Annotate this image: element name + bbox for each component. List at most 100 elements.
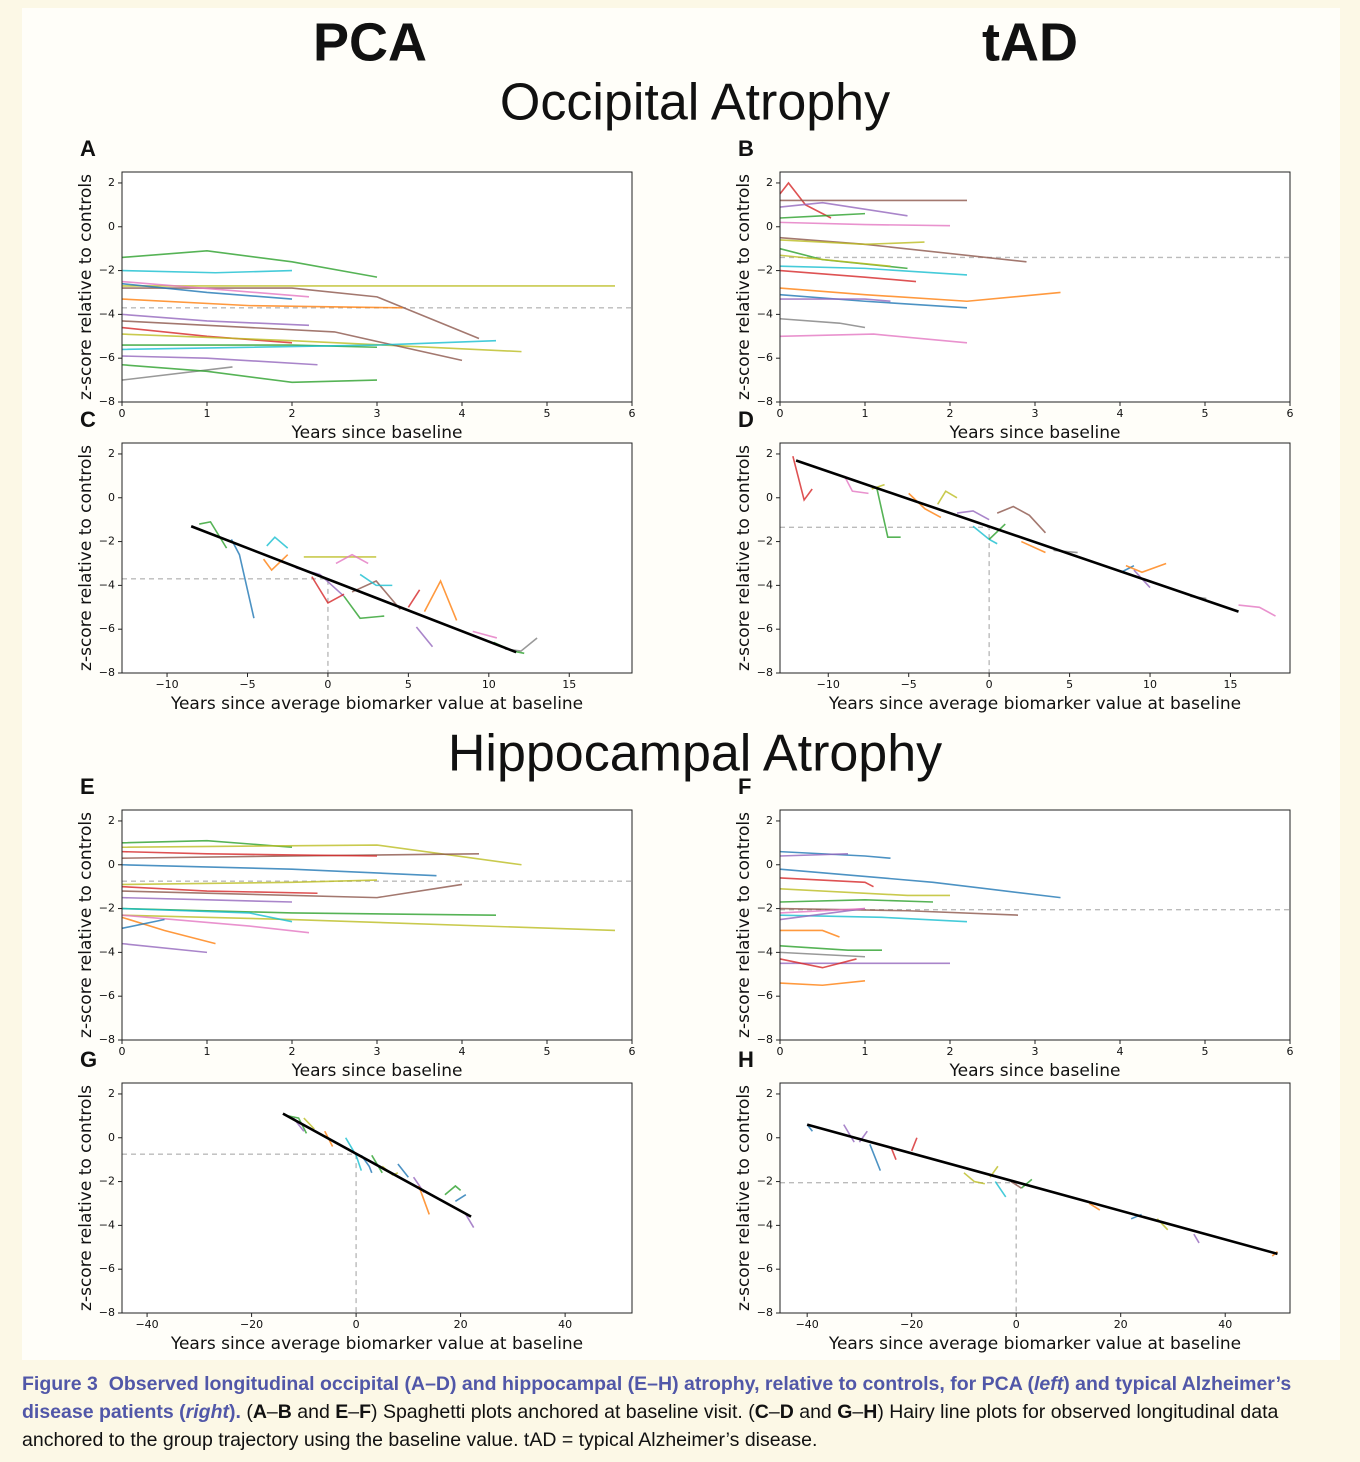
series-line [1088,1202,1101,1211]
x-tick-label: 5 [1202,407,1209,420]
series-line [779,850,891,859]
y-tick-label: −8 [757,1306,773,1319]
series-line [344,1137,363,1171]
series-line [779,945,882,951]
x-tick-label: 6 [1287,407,1294,420]
y-tick-label: −4 [99,1218,115,1231]
x-axis-label: Years since average biomarker value at b… [170,694,583,714]
y-tick-label: −6 [757,622,773,635]
text: H [863,1401,878,1423]
x-tick-label: −20 [240,1318,263,1331]
plot-frame [779,1082,1291,1314]
x-tick-label: −20 [900,1318,923,1331]
y-axis-label: z-score relative to controls [734,174,754,400]
y-tick-label: −6 [99,989,115,1002]
series-line [397,1163,409,1178]
x-axis-label: Years since baseline [948,1061,1120,1081]
x-tick-label: 20 [454,1318,468,1331]
x-tick-label: 5 [1202,1045,1209,1058]
y-tick-label: 2 [766,447,773,460]
y-tick-label: 2 [108,176,115,189]
series-line [121,914,310,934]
series-line [121,839,293,849]
series-line [1020,540,1046,554]
y-tick-label: 2 [108,1087,115,1100]
panel-label: F [738,774,751,799]
series-line [936,490,958,505]
y-tick-label: −8 [757,666,773,679]
y-tick-label: −2 [757,535,773,548]
y-tick-label: 0 [766,1131,773,1144]
text: – [768,1401,780,1423]
x-tick-label: 10 [1143,678,1157,691]
x-tick-label: 3 [374,1045,381,1058]
series-line [779,181,832,219]
x-tick-label: 4 [459,407,466,420]
panel-label: B [738,136,754,161]
series-line [121,879,378,886]
x-axis-label: Years since baseline [948,423,1120,443]
x-tick-label: 10 [482,678,496,691]
series-line [121,907,293,923]
y-tick-label: −4 [99,945,115,958]
x-tick-label: 40 [558,1318,572,1331]
text: right [185,1401,229,1423]
x-tick-label: 2 [947,407,954,420]
series-line [121,250,378,278]
x-tick-label: 5 [1066,678,1073,691]
text: – [852,1401,864,1423]
x-tick-label: 6 [629,1045,636,1058]
series-line [121,363,378,384]
series-line [972,525,998,545]
y-tick-label: 2 [766,176,773,189]
x-tick-label: 0 [986,678,993,691]
y-tick-label: −2 [757,264,773,277]
x-tick-label: −10 [155,678,178,691]
y-tick-label: −4 [99,578,115,591]
text: Observed longitudinal occipital (A–D) an… [108,1373,1034,1395]
section-title: Hippocampal Atrophy [448,725,942,783]
panel-label: C [80,407,96,432]
series-line [779,269,917,283]
y-tick-label: −8 [99,395,115,408]
plot-frame [779,809,1291,1041]
x-tick-label: 2 [289,407,296,420]
x-tick-label: 0 [119,1045,126,1058]
plot-area [122,443,632,673]
plot-frame [779,171,1291,403]
series-line [1238,604,1276,617]
trend-line [806,1123,1278,1256]
series-line [199,520,228,549]
series-line [780,298,891,303]
x-tick-label: 0 [324,678,331,691]
y-tick-label: 2 [766,814,773,827]
x-tick-label: 1 [204,1045,211,1058]
text: and [291,1401,336,1423]
plot-area [122,810,632,1040]
series-line [779,877,874,888]
y-tick-label: 0 [108,1131,115,1144]
y-tick-label: −8 [99,1033,115,1046]
series-line [415,626,434,648]
x-tick-label: 0 [119,407,126,420]
y-tick-label: −6 [757,351,773,364]
series-line [303,1117,315,1130]
y-axis-label: z-score relative to controls [734,445,754,671]
y-tick-label: 0 [766,491,773,504]
series-line [121,269,293,274]
series-line [869,1144,882,1171]
plot-frame [121,442,633,674]
x-tick-label: 1 [862,1045,869,1058]
series-line [792,455,813,502]
plot-area [780,172,1290,402]
text: – [348,1401,360,1423]
series-line [780,929,840,938]
series-line [779,853,849,857]
series-line [121,282,293,300]
text: ( [246,1401,253,1423]
series-line [994,1181,1007,1198]
series-line [121,850,378,857]
series-line [779,287,1061,303]
series-line [121,918,165,930]
x-tick-label: 2 [947,1045,954,1058]
